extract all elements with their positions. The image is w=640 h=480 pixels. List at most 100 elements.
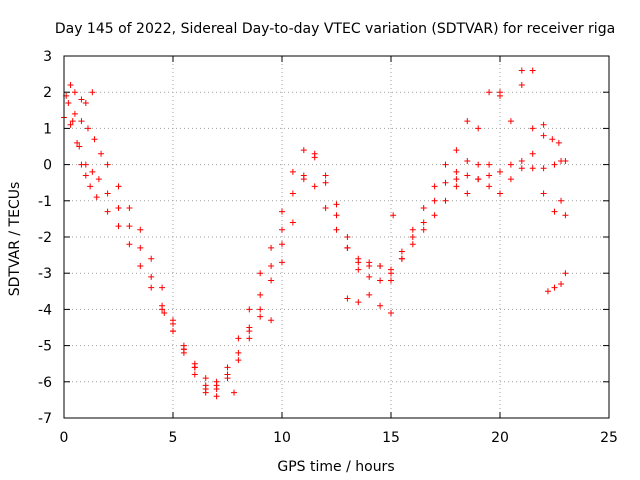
data-point — [268, 277, 275, 284]
data-point — [289, 190, 296, 197]
grid-lines — [64, 56, 609, 418]
data-point — [544, 288, 551, 295]
data-point — [76, 143, 83, 150]
data-point — [74, 139, 81, 146]
y-tick-label: 2 — [43, 85, 52, 101]
data-point — [268, 317, 275, 324]
data-point — [322, 205, 329, 212]
data-point — [300, 176, 307, 183]
data-point — [191, 364, 198, 371]
data-point — [388, 270, 394, 277]
data-point — [235, 335, 242, 342]
data-point — [344, 244, 351, 251]
data-point — [431, 183, 438, 190]
data-point — [529, 150, 536, 157]
data-point — [322, 172, 329, 179]
y-tick-label: -5 — [38, 339, 52, 355]
data-point — [78, 96, 85, 103]
data-point — [82, 161, 89, 168]
data-point — [475, 161, 482, 168]
data-point — [115, 183, 122, 190]
data-point — [159, 284, 166, 291]
data-point — [562, 212, 569, 219]
data-point — [529, 67, 536, 74]
data-point — [89, 168, 96, 175]
data-point — [202, 386, 209, 393]
data-point — [246, 306, 253, 313]
data-point — [486, 89, 493, 96]
data-point — [540, 190, 547, 197]
series-track-b — [63, 92, 569, 396]
data-point — [549, 136, 556, 143]
data-point — [104, 161, 111, 168]
data-point — [377, 277, 384, 284]
data-point — [453, 183, 460, 190]
axis-ticks: 0 5 10 15 20 25 -7 -6 -5 -4 -3 -2 -1 0 1 2 3 — [38, 49, 618, 446]
data-point — [388, 310, 394, 317]
data-point — [518, 157, 525, 164]
data-point — [377, 262, 384, 269]
data-point — [366, 273, 373, 280]
data-points — [61, 67, 569, 400]
data-point — [161, 310, 168, 317]
data-point — [475, 125, 482, 132]
data-point — [71, 89, 78, 96]
data-point — [137, 262, 144, 269]
data-point — [69, 118, 76, 125]
data-point — [170, 328, 176, 335]
data-point — [137, 244, 144, 251]
data-point — [464, 172, 471, 179]
data-point — [268, 262, 275, 269]
data-point — [464, 190, 471, 197]
data-point — [558, 197, 565, 204]
data-point — [355, 255, 362, 262]
data-point — [246, 335, 253, 342]
data-point — [529, 165, 536, 172]
data-point — [115, 223, 122, 230]
data-point — [344, 234, 351, 240]
data-point — [257, 306, 264, 313]
data-point — [89, 89, 96, 96]
data-point — [93, 194, 100, 201]
data-point — [104, 208, 111, 215]
data-point — [115, 205, 122, 212]
x-tick-label: 20 — [491, 430, 509, 446]
data-point — [126, 241, 133, 248]
data-point — [333, 226, 340, 233]
data-point — [507, 176, 514, 183]
y-tick-label: -1 — [38, 194, 52, 210]
data-point — [518, 165, 525, 172]
data-point — [148, 273, 155, 280]
y-tick-label: 0 — [43, 158, 52, 174]
x-axis-label: GPS time / hours — [277, 459, 394, 475]
data-point — [257, 291, 264, 298]
data-point — [213, 393, 220, 400]
data-point — [289, 168, 296, 175]
y-tick-label: 3 — [43, 49, 52, 65]
data-point — [507, 161, 514, 168]
data-point — [311, 150, 318, 157]
y-tick-label: -3 — [38, 266, 52, 282]
data-point — [98, 150, 105, 157]
data-point — [355, 299, 362, 306]
data-point — [279, 259, 285, 266]
data-point — [551, 284, 558, 291]
data-point — [67, 121, 74, 128]
x-tick-label: 10 — [273, 430, 291, 446]
data-point — [366, 291, 373, 298]
y-axis-label: SDTVAR / TECUs — [7, 182, 23, 297]
data-point — [453, 147, 460, 154]
data-point — [148, 255, 155, 262]
data-point — [558, 281, 565, 288]
data-point — [67, 81, 74, 88]
y-tick-label: -7 — [38, 411, 52, 427]
x-tick-label: 5 — [169, 430, 178, 446]
y-tick-label: -2 — [38, 230, 52, 246]
data-point — [555, 139, 562, 146]
data-point — [268, 244, 275, 251]
data-point — [104, 190, 111, 197]
data-point — [170, 320, 176, 327]
y-tick-label: -4 — [38, 302, 52, 318]
data-point — [202, 375, 209, 382]
